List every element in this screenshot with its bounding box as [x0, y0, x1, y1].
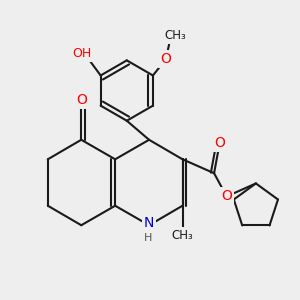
Text: O: O	[76, 93, 87, 107]
Text: O: O	[160, 52, 171, 66]
Text: N: N	[144, 216, 154, 230]
Text: H: H	[144, 233, 152, 243]
Text: CH₃: CH₃	[164, 28, 186, 42]
Text: CH₃: CH₃	[172, 230, 194, 242]
Text: O: O	[221, 189, 232, 203]
Text: OH: OH	[72, 47, 92, 60]
Text: O: O	[214, 136, 225, 150]
